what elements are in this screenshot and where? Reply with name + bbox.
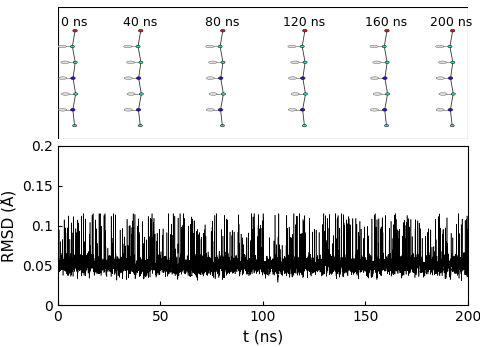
Ellipse shape: [71, 109, 75, 111]
Circle shape: [371, 109, 379, 111]
Ellipse shape: [300, 77, 305, 79]
Ellipse shape: [218, 109, 223, 111]
Ellipse shape: [450, 125, 454, 127]
Ellipse shape: [300, 45, 304, 48]
Circle shape: [435, 45, 444, 48]
Circle shape: [209, 61, 217, 64]
Circle shape: [373, 93, 382, 95]
Text: 0 ns: 0 ns: [61, 16, 87, 29]
Ellipse shape: [303, 93, 308, 95]
Circle shape: [436, 77, 444, 79]
Ellipse shape: [221, 93, 226, 95]
Ellipse shape: [221, 61, 225, 64]
Ellipse shape: [220, 29, 225, 32]
Circle shape: [291, 93, 300, 95]
Circle shape: [124, 109, 132, 111]
Circle shape: [438, 61, 447, 64]
Ellipse shape: [220, 125, 225, 127]
Ellipse shape: [73, 61, 77, 64]
Ellipse shape: [73, 93, 78, 95]
Circle shape: [206, 109, 215, 111]
Ellipse shape: [73, 29, 77, 32]
Ellipse shape: [451, 93, 455, 95]
Ellipse shape: [382, 45, 386, 48]
Ellipse shape: [448, 109, 453, 111]
Text: 40 ns: 40 ns: [122, 16, 157, 29]
Ellipse shape: [302, 125, 307, 127]
Ellipse shape: [139, 93, 144, 95]
Ellipse shape: [139, 61, 143, 64]
Text: 120 ns: 120 ns: [283, 16, 325, 29]
Ellipse shape: [218, 77, 223, 79]
Circle shape: [288, 109, 297, 111]
Circle shape: [436, 109, 444, 111]
Ellipse shape: [300, 109, 305, 111]
Ellipse shape: [383, 77, 387, 79]
Ellipse shape: [136, 45, 140, 48]
Ellipse shape: [385, 93, 390, 95]
Circle shape: [288, 45, 296, 48]
Circle shape: [206, 45, 214, 48]
Circle shape: [291, 61, 299, 64]
Circle shape: [61, 93, 70, 95]
Circle shape: [127, 61, 135, 64]
Ellipse shape: [384, 29, 389, 32]
Ellipse shape: [450, 29, 455, 32]
Circle shape: [59, 109, 67, 111]
Circle shape: [288, 77, 297, 79]
Ellipse shape: [448, 45, 452, 48]
Circle shape: [58, 45, 66, 48]
Ellipse shape: [448, 77, 453, 79]
Circle shape: [373, 61, 381, 64]
Ellipse shape: [384, 125, 389, 127]
Ellipse shape: [136, 109, 141, 111]
Ellipse shape: [218, 45, 222, 48]
Ellipse shape: [383, 109, 387, 111]
Circle shape: [439, 93, 447, 95]
Ellipse shape: [136, 77, 141, 79]
Ellipse shape: [303, 61, 307, 64]
X-axis label: t (ns): t (ns): [243, 330, 283, 345]
Circle shape: [127, 93, 135, 95]
Y-axis label: RMSD (Å): RMSD (Å): [0, 189, 16, 262]
Text: 80 ns: 80 ns: [204, 16, 239, 29]
Circle shape: [371, 77, 379, 79]
Ellipse shape: [72, 125, 77, 127]
Circle shape: [124, 45, 132, 48]
Ellipse shape: [302, 29, 307, 32]
Circle shape: [59, 77, 67, 79]
Circle shape: [206, 77, 215, 79]
Ellipse shape: [451, 61, 455, 64]
Circle shape: [209, 93, 217, 95]
Ellipse shape: [71, 45, 74, 48]
Ellipse shape: [138, 29, 143, 32]
Circle shape: [124, 77, 132, 79]
Ellipse shape: [138, 125, 143, 127]
Ellipse shape: [385, 61, 389, 64]
Circle shape: [61, 61, 69, 64]
Text: 200 ns: 200 ns: [431, 16, 473, 29]
Text: 160 ns: 160 ns: [365, 16, 407, 29]
Ellipse shape: [71, 77, 75, 79]
Circle shape: [370, 45, 378, 48]
